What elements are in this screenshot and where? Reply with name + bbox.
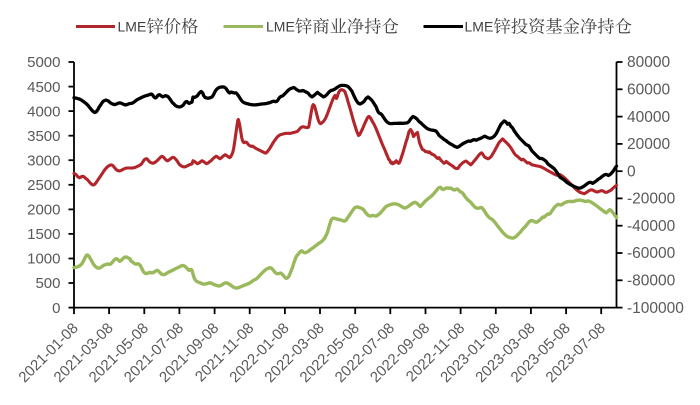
svg-text:3500: 3500	[27, 128, 60, 145]
svg-text:-60000: -60000	[627, 245, 676, 262]
svg-text:-40000: -40000	[627, 218, 676, 235]
svg-text:-100000: -100000	[627, 300, 684, 317]
svg-text:40000: 40000	[627, 109, 670, 126]
svg-text:1500: 1500	[27, 226, 60, 243]
svg-text:LME: LME	[266, 19, 295, 35]
svg-text:20000: 20000	[627, 136, 670, 153]
svg-text:1000: 1000	[27, 251, 60, 268]
svg-text:-80000: -80000	[627, 273, 676, 290]
svg-text:60000: 60000	[627, 82, 670, 99]
svg-text:2500: 2500	[27, 177, 60, 194]
svg-text:LME: LME	[465, 19, 494, 35]
svg-text:4500: 4500	[27, 79, 60, 96]
svg-text:80000: 80000	[627, 54, 670, 71]
svg-text:-20000: -20000	[627, 191, 676, 208]
svg-text:3000: 3000	[27, 152, 60, 169]
svg-text:LME: LME	[118, 19, 147, 35]
svg-text:500: 500	[35, 275, 60, 292]
svg-text:5000: 5000	[27, 54, 60, 71]
svg-text:0: 0	[627, 163, 636, 180]
svg-text:0: 0	[52, 300, 60, 317]
svg-text:2000: 2000	[27, 202, 60, 219]
svg-text:4000: 4000	[27, 103, 60, 120]
